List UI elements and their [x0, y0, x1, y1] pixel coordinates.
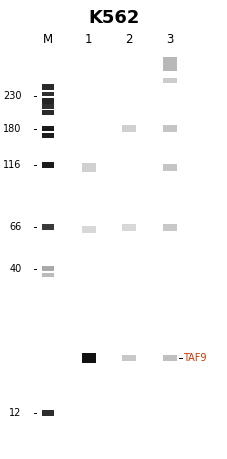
Bar [162, 355, 176, 361]
Bar [162, 57, 176, 71]
Bar [41, 84, 54, 90]
Bar [121, 355, 135, 361]
Bar [41, 104, 54, 109]
Text: 3: 3 [165, 33, 173, 45]
Bar [41, 133, 54, 138]
Bar [162, 78, 176, 83]
Bar [162, 164, 176, 171]
Text: 66: 66 [9, 222, 22, 232]
Text: 116: 116 [3, 160, 22, 170]
Bar [41, 266, 54, 271]
Text: M: M [43, 33, 53, 45]
Bar [81, 163, 96, 172]
Bar [41, 410, 54, 416]
Bar [121, 224, 135, 231]
Text: K562: K562 [88, 9, 139, 28]
Bar [41, 273, 54, 277]
Text: 12: 12 [9, 408, 22, 418]
Text: 1: 1 [85, 33, 92, 45]
Text: 230: 230 [3, 91, 22, 101]
Bar [41, 98, 54, 103]
Bar [162, 125, 176, 132]
Bar [41, 110, 54, 115]
Text: 40: 40 [9, 263, 22, 274]
Text: TAF9: TAF9 [182, 353, 206, 363]
Text: 2: 2 [125, 33, 132, 45]
Bar [81, 353, 96, 363]
Text: 180: 180 [3, 123, 22, 134]
Bar [41, 162, 54, 168]
Bar [81, 226, 96, 233]
Bar [121, 125, 135, 132]
Bar [41, 224, 54, 230]
Bar [41, 126, 54, 131]
Bar [162, 224, 176, 231]
Bar [41, 92, 54, 96]
